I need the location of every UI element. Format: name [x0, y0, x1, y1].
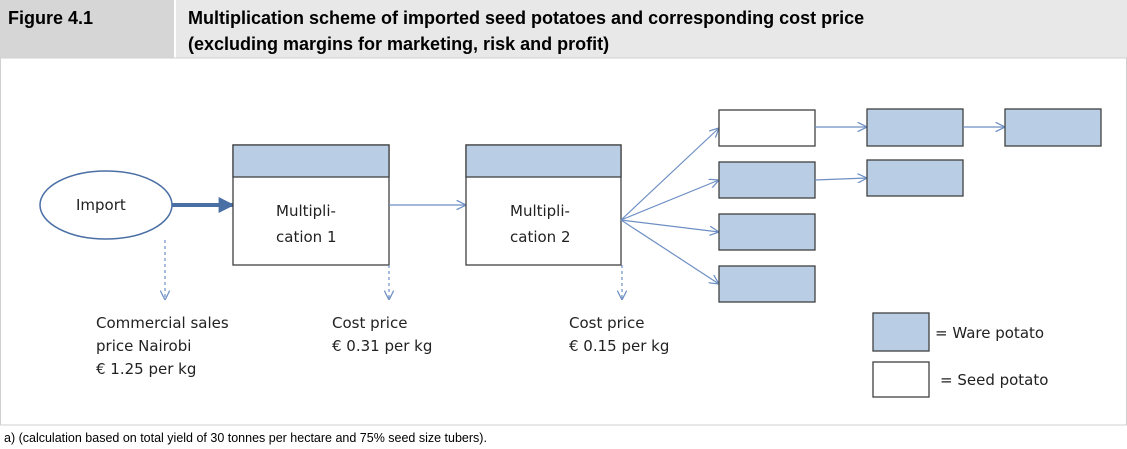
arrow: [814, 178, 867, 180]
ware-box: [718, 161, 816, 199]
annotation: € 0.15 per kg: [569, 337, 669, 355]
legend-swatch: [872, 312, 930, 352]
annotation: Commercial sales: [96, 314, 229, 332]
annotation: Cost price: [332, 314, 407, 332]
node-label: Multipli-: [510, 202, 570, 220]
ware-box: [866, 159, 964, 197]
box-band: [232, 144, 390, 178]
node-label: cation 1: [276, 228, 336, 246]
ware-box: [718, 265, 816, 303]
node-label: cation 2: [510, 228, 570, 246]
annotation: price Nairobi: [96, 337, 191, 355]
arrow: [620, 219, 719, 284]
legend-label: = Seed potato: [940, 371, 1048, 389]
arrow: [620, 219, 719, 232]
annotation: € 0.31 per kg: [332, 337, 432, 355]
header-band: [0, 0, 1127, 58]
ware-box: [718, 213, 816, 251]
node-label: Import: [76, 196, 126, 214]
figure-label: Figure 4.1: [8, 8, 93, 28]
legend-label: = Ware potato: [935, 324, 1044, 342]
legend-swatch: [872, 361, 930, 398]
annotation: € 1.25 per kg: [96, 360, 196, 378]
box-band: [465, 144, 622, 178]
header-label-cell: [0, 0, 175, 58]
node-label: Multipli-: [276, 202, 336, 220]
arrow: [620, 128, 719, 221]
figure-title: Multiplication scheme of imported seed p…: [188, 8, 864, 28]
figure-title: (excluding margins for marketing, risk a…: [188, 34, 609, 54]
annotation: Cost price: [569, 314, 644, 332]
ware-box: [1004, 108, 1102, 147]
footnote: a) (calculation based on total yield of …: [4, 431, 487, 445]
arrow: [620, 180, 719, 221]
seed-box: [718, 109, 816, 147]
ware-box: [866, 108, 964, 147]
